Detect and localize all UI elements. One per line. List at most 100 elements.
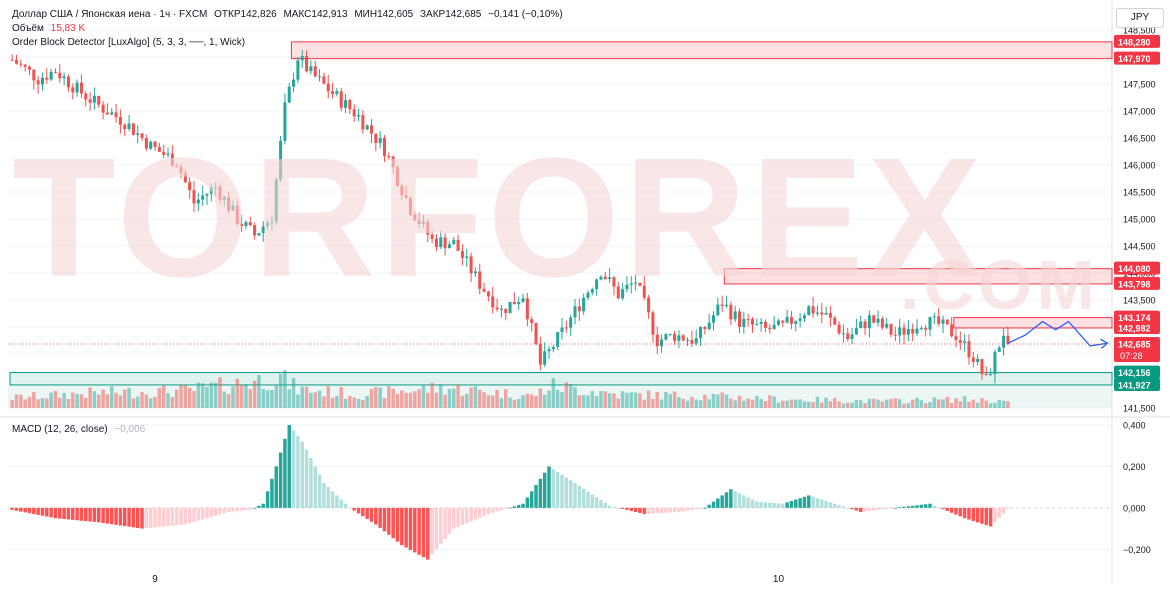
candle-body <box>608 277 612 279</box>
macd-bar <box>252 507 257 509</box>
candle-body <box>768 327 772 330</box>
macd-bar <box>387 507 391 535</box>
macd-bar <box>811 496 815 508</box>
candle-body <box>222 197 226 200</box>
volume-bar <box>633 392 638 408</box>
candle-body <box>378 138 382 144</box>
candle-body <box>729 304 733 320</box>
candle-body <box>244 222 248 226</box>
macd-bar <box>32 507 36 515</box>
volume-bar <box>304 386 309 408</box>
candle-body <box>1002 335 1006 348</box>
macd-bar <box>833 503 837 508</box>
candle-body <box>863 321 867 329</box>
macd-bar <box>789 500 794 508</box>
indicator-label: Order Block Detector [LuxAlgo] (5, 3, 3,… <box>12 37 246 48</box>
macd-bar <box>456 507 460 527</box>
macd-bar <box>910 505 915 508</box>
ob-bottom-label-bg <box>1114 51 1160 65</box>
volume-bar <box>581 395 586 408</box>
macd-bar <box>694 507 698 510</box>
macd-bar <box>213 507 218 516</box>
candle-body <box>763 321 767 328</box>
macd-bar <box>166 507 170 527</box>
price-axis: 148,500148,000147,500147,000146,500146,0… <box>1114 26 1160 555</box>
candle-body <box>105 112 109 115</box>
volume-bar <box>820 402 824 408</box>
candle-body <box>915 328 919 334</box>
candle-body <box>815 312 819 314</box>
macd-bar <box>265 491 270 508</box>
macd-bar <box>71 507 75 520</box>
candle-body <box>469 256 473 274</box>
candle-body <box>331 91 335 95</box>
macd-bar <box>192 507 196 522</box>
macd-bar <box>720 495 724 508</box>
volume-bar <box>928 402 932 408</box>
price-tick-label: 146,500 <box>1123 134 1156 144</box>
macd-bar <box>599 500 603 508</box>
ob-bottom-label: 141,927 <box>1118 380 1151 390</box>
volume-bar <box>945 396 950 408</box>
macd-bar <box>820 499 824 508</box>
volume-bar <box>434 392 439 408</box>
candle-body <box>188 182 192 191</box>
volume-bar <box>854 400 859 408</box>
candle-body <box>62 76 66 79</box>
candle-body <box>612 277 616 287</box>
candle-body <box>504 308 508 314</box>
volume-bar <box>893 398 898 408</box>
candle-body <box>443 237 447 249</box>
candle-body <box>517 301 521 305</box>
candle-body <box>101 104 105 113</box>
macd-bar <box>858 507 863 512</box>
candle-body <box>79 82 83 94</box>
candle-body <box>932 316 936 318</box>
volume-bar <box>278 374 283 408</box>
volume-bar <box>906 403 911 408</box>
volume-bar <box>763 401 768 408</box>
volume-bar <box>36 399 40 408</box>
candle-body <box>582 297 586 312</box>
volume-bar <box>703 394 707 408</box>
candle-body <box>58 72 62 79</box>
macd-bar <box>248 507 253 510</box>
volume-bar <box>512 399 517 408</box>
macd-bar <box>144 507 149 529</box>
candle-body <box>841 333 845 335</box>
symbol-title: Доллар США / Японская иена · 1ч · FXCM <box>12 9 208 20</box>
volume-bar <box>529 394 534 408</box>
macd-bar <box>655 507 659 514</box>
macd-bar <box>949 507 954 513</box>
volume-bar <box>551 378 556 408</box>
macd-bar <box>685 507 690 511</box>
volume-bar <box>192 391 196 408</box>
macd-bar <box>980 507 984 524</box>
volume-bar <box>876 399 880 408</box>
currency-button[interactable]: JPY <box>1116 8 1164 28</box>
candle-body <box>733 311 737 320</box>
volume-bar <box>620 391 625 408</box>
candle-body <box>166 153 170 155</box>
candle-body <box>690 339 694 344</box>
macd-bar <box>768 502 772 508</box>
candle-body <box>110 112 114 115</box>
volume-bar <box>538 388 543 408</box>
candle-body <box>123 124 127 129</box>
candle-body <box>538 344 542 365</box>
ob-top-label-bg <box>1114 34 1160 48</box>
macd-bar <box>391 507 395 539</box>
volume-bar <box>391 388 395 408</box>
macd-bar <box>967 507 971 520</box>
macd-bar <box>560 474 564 508</box>
volume-bar <box>265 390 270 408</box>
volume-bar <box>902 403 906 408</box>
macd-bar <box>971 507 976 521</box>
candle-body <box>88 99 92 103</box>
volume-bar <box>110 386 114 408</box>
macd-bar <box>486 507 491 515</box>
volume-bar <box>564 382 569 408</box>
macd-bar <box>482 507 486 516</box>
volume-bar <box>482 392 486 408</box>
